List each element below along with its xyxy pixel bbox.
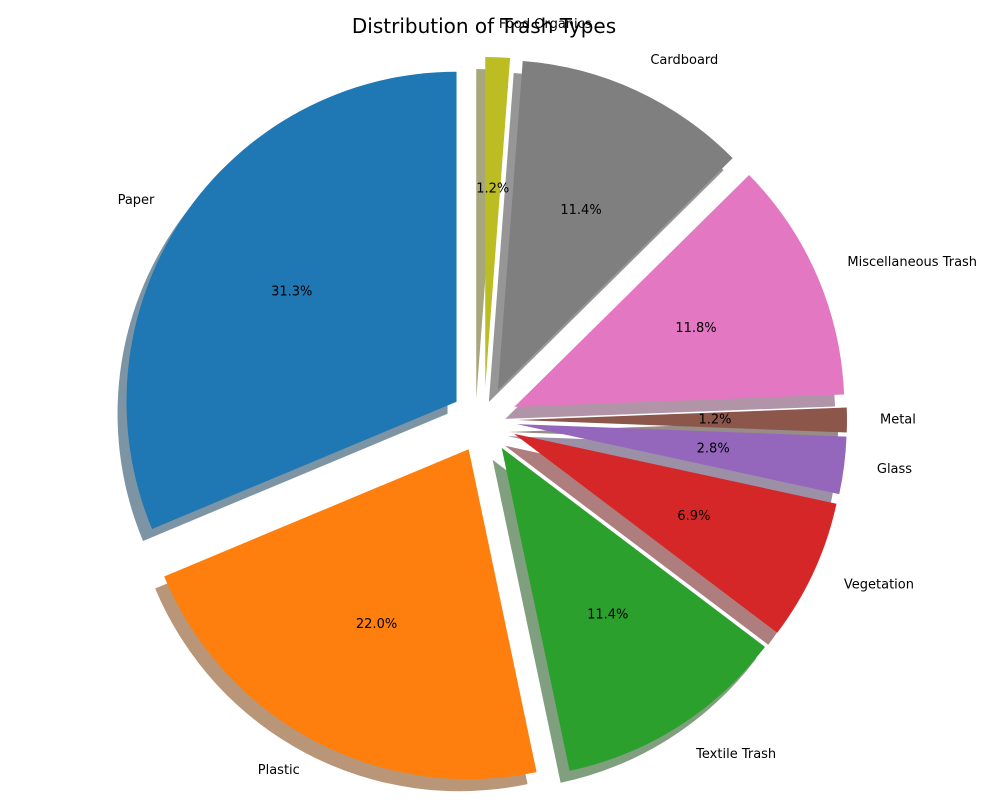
slice-label-plastic: Plastic (258, 763, 300, 778)
slice-percent-textile-trash: 11.4% (587, 608, 628, 623)
slice-percent-paper: 31.3% (271, 284, 312, 299)
slice-percent-metal: 1.2% (698, 413, 731, 428)
slice-glass (516, 424, 847, 495)
slice-percent-cardboard: 11.4% (560, 203, 601, 218)
slice-percent-miscellaneous-trash: 11.8% (675, 321, 716, 336)
slice-food-organics (485, 57, 511, 388)
slice-percent-glass: 2.8% (697, 441, 730, 456)
slice-label-food-organics: Food Organics (499, 17, 592, 32)
slice-label-metal: Metal (880, 413, 916, 428)
slice-label-vegetation: Vegetation (844, 578, 914, 593)
slice-metal (517, 407, 847, 433)
slice-percent-food-organics: 1.2% (476, 182, 509, 197)
slice-cardboard (497, 60, 733, 391)
slice-label-miscellaneous-trash: Miscellaneous Trash (847, 255, 977, 270)
slice-wedges (126, 57, 847, 780)
slice-label-cardboard: Cardboard (650, 53, 718, 68)
slice-textile-trash (501, 447, 765, 771)
slice-percent-vegetation: 6.9% (677, 509, 710, 524)
chart-title: Distribution of Trash Types (352, 14, 616, 38)
slice-plastic (164, 449, 537, 780)
slice-paper (126, 71, 457, 529)
slice-labels: 31.3% Paper 22.0% Plastic 11.4% Textile Trash… (118, 17, 978, 778)
slice-vegetation (513, 433, 837, 633)
slice-label-glass: Glass (877, 462, 912, 477)
slice-label-textile-trash: Textile Trash (695, 747, 776, 762)
slice-miscellaneous-trash (514, 175, 845, 407)
slice-label-paper: Paper (118, 193, 155, 208)
slice-percent-plastic: 22.0% (356, 617, 397, 632)
